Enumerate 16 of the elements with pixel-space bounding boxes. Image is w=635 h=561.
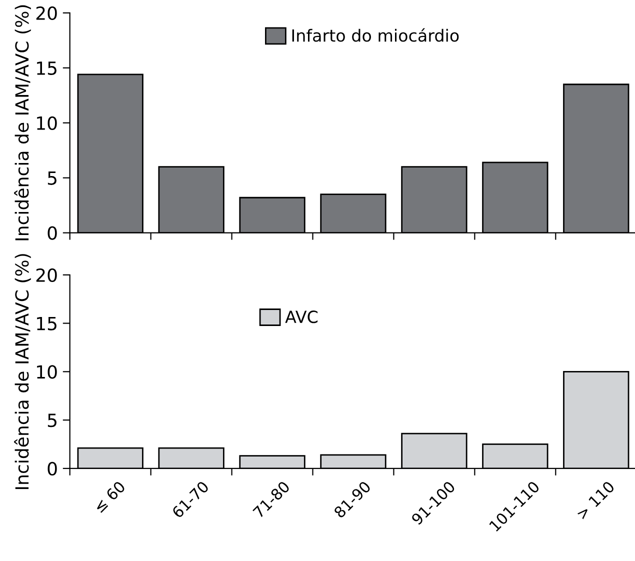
- y-tick-label: 15: [37, 316, 56, 330]
- y-tick-label: 5: [48, 414, 56, 428]
- y-tick-label: 10: [37, 365, 57, 379]
- y-axis-title: Incidência de IAM/AVC (%): [14, 254, 31, 490]
- legend-label: AVC: [285, 310, 318, 324]
- y-tick-label: 10: [37, 116, 57, 130]
- legend-label: Infarto do miocárdio: [292, 28, 459, 42]
- x-tick-label: ≤ 60: [93, 480, 126, 513]
- y-tick-label: 0: [48, 226, 57, 240]
- y-tick-label: 5: [48, 172, 56, 185]
- y-axis-title: Incidência de IAM/AVC (%): [14, 5, 31, 240]
- y-tick-label: 20: [36, 6, 57, 20]
- y-tick-label: 0: [48, 462, 57, 476]
- y-tick-label: 20: [36, 268, 57, 282]
- y-tick-label: 15: [37, 62, 56, 75]
- x-tick-label: > 110: [576, 480, 616, 520]
